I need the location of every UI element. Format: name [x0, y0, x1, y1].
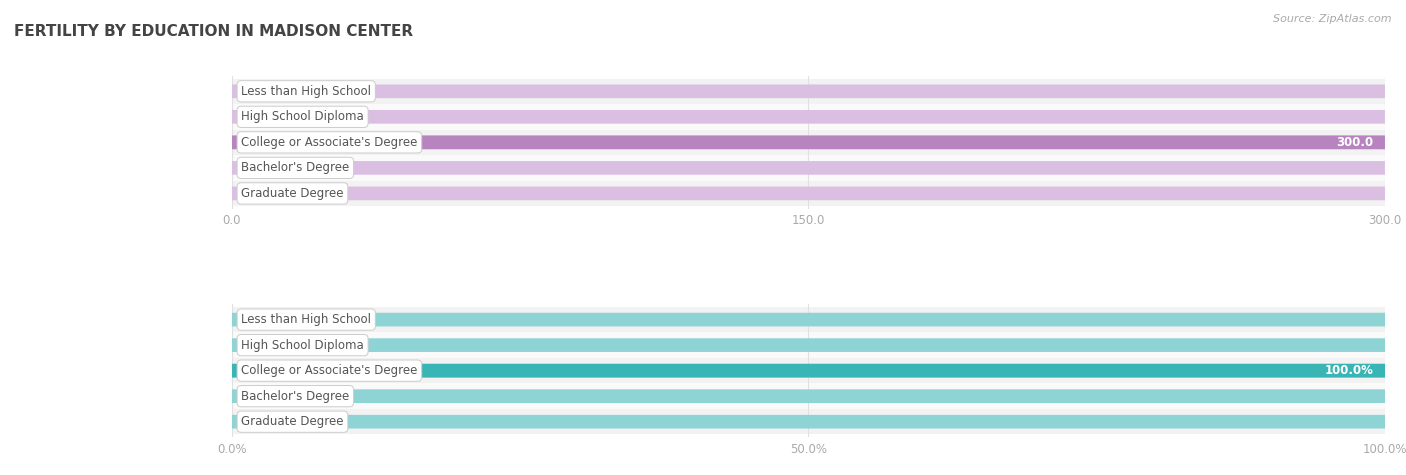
FancyBboxPatch shape — [232, 364, 1385, 378]
Text: 0.0%: 0.0% — [249, 339, 278, 352]
Text: Bachelor's Degree: Bachelor's Degree — [242, 390, 350, 403]
Text: 0.0%: 0.0% — [249, 390, 278, 403]
Text: FERTILITY BY EDUCATION IN MADISON CENTER: FERTILITY BY EDUCATION IN MADISON CENTER — [14, 24, 413, 39]
Text: High School Diploma: High School Diploma — [242, 110, 364, 124]
FancyBboxPatch shape — [232, 110, 1385, 124]
FancyBboxPatch shape — [232, 135, 1385, 149]
FancyBboxPatch shape — [232, 85, 1385, 98]
Text: 100.0%: 100.0% — [1324, 364, 1374, 377]
FancyBboxPatch shape — [232, 135, 1385, 149]
FancyBboxPatch shape — [232, 338, 1385, 352]
Text: High School Diploma: High School Diploma — [242, 339, 364, 352]
Bar — [232, 383, 1385, 409]
Text: Graduate Degree: Graduate Degree — [242, 187, 343, 200]
FancyBboxPatch shape — [232, 390, 1385, 403]
Text: Less than High School: Less than High School — [242, 85, 371, 98]
Bar — [232, 130, 1385, 155]
Text: Graduate Degree: Graduate Degree — [242, 415, 343, 428]
Bar — [232, 409, 1385, 435]
Text: Source: ZipAtlas.com: Source: ZipAtlas.com — [1274, 14, 1392, 24]
FancyBboxPatch shape — [232, 364, 1385, 378]
Bar — [232, 307, 1385, 332]
Text: 0.0: 0.0 — [249, 85, 267, 98]
FancyBboxPatch shape — [232, 313, 1385, 326]
Bar — [232, 358, 1385, 383]
Text: 0.0: 0.0 — [249, 187, 267, 200]
Bar — [232, 104, 1385, 130]
FancyBboxPatch shape — [232, 187, 1385, 200]
Text: 0.0%: 0.0% — [249, 415, 278, 428]
Bar — [232, 78, 1385, 104]
Bar — [232, 332, 1385, 358]
Bar — [232, 180, 1385, 206]
Text: 0.0: 0.0 — [249, 110, 267, 124]
Text: College or Associate's Degree: College or Associate's Degree — [242, 364, 418, 377]
Text: 0.0%: 0.0% — [249, 313, 278, 326]
Text: College or Associate's Degree: College or Associate's Degree — [242, 136, 418, 149]
Text: Less than High School: Less than High School — [242, 313, 371, 326]
FancyBboxPatch shape — [232, 415, 1385, 428]
Text: 300.0: 300.0 — [1336, 136, 1374, 149]
Text: 0.0: 0.0 — [249, 162, 267, 174]
FancyBboxPatch shape — [232, 161, 1385, 175]
Text: Bachelor's Degree: Bachelor's Degree — [242, 162, 350, 174]
Bar — [232, 155, 1385, 180]
